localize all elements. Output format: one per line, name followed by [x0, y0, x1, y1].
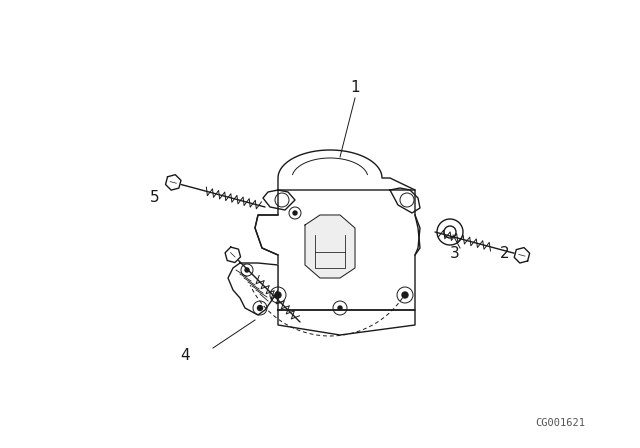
Polygon shape	[390, 188, 420, 213]
Text: 2: 2	[500, 246, 510, 260]
Polygon shape	[228, 263, 278, 315]
Polygon shape	[255, 190, 420, 310]
Polygon shape	[166, 175, 181, 190]
Text: CG001621: CG001621	[535, 418, 585, 428]
Polygon shape	[278, 150, 415, 190]
Circle shape	[257, 306, 262, 310]
Text: 5: 5	[150, 190, 160, 206]
Text: 1: 1	[350, 81, 360, 95]
Polygon shape	[514, 248, 530, 263]
Circle shape	[293, 211, 297, 215]
Circle shape	[245, 268, 249, 272]
Circle shape	[402, 292, 408, 298]
Polygon shape	[225, 247, 241, 263]
Circle shape	[275, 292, 281, 298]
Text: 3: 3	[450, 246, 460, 260]
Polygon shape	[263, 190, 295, 210]
Text: 4: 4	[180, 348, 190, 362]
Polygon shape	[278, 310, 415, 335]
Circle shape	[338, 306, 342, 310]
Polygon shape	[305, 215, 355, 278]
